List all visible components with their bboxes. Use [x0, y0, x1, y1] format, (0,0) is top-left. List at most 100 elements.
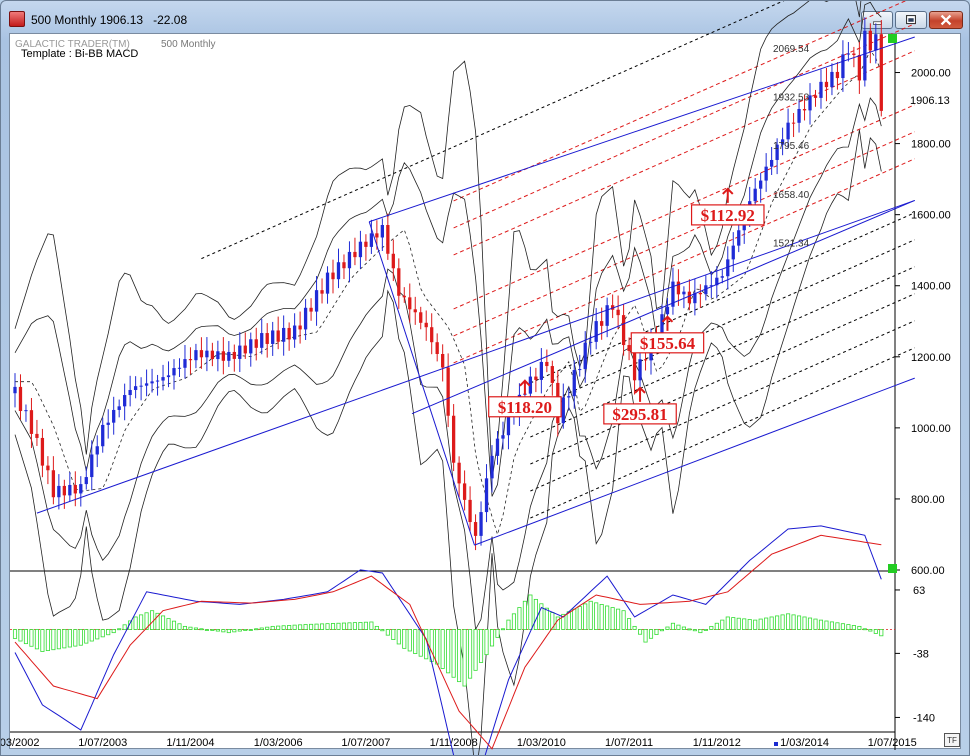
macd-histogram-bar [166, 618, 171, 630]
macd-histogram-bar [616, 608, 621, 630]
candle-body [375, 233, 379, 238]
candle-body [292, 325, 297, 340]
candle-body [473, 522, 478, 536]
macd-histogram-bar [23, 629, 29, 645]
candle-body [331, 272, 335, 280]
macd-histogram-bar [468, 629, 473, 679]
y-tick-label: 2000.00 [911, 68, 951, 80]
candle-body [567, 396, 571, 398]
macd-histogram-bar [34, 629, 39, 650]
macd-histogram-bar [862, 628, 867, 631]
candle-body [112, 409, 116, 423]
fan-line [453, 1, 907, 202]
macd-histogram-bar [12, 629, 18, 639]
macd-histogram-bar [363, 621, 368, 630]
macd-histogram-bar [336, 622, 341, 630]
candle-body [166, 375, 171, 378]
title-bar[interactable]: 500 Monthly 1906.13 -22.08 [1, 1, 969, 35]
candle-body [643, 359, 648, 361]
fan-line [530, 320, 915, 492]
macd-histogram-bar [709, 625, 714, 630]
macd-histogram-bar [292, 624, 297, 630]
maximize-button[interactable] [895, 11, 927, 29]
candle-body [35, 433, 39, 438]
annotation-box [603, 403, 677, 425]
candle-body [161, 377, 165, 381]
candle-body [298, 325, 302, 330]
candle-body [846, 53, 851, 55]
fan-line [453, 131, 915, 337]
fan-line [530, 347, 915, 519]
macd-histogram-bar [182, 625, 188, 630]
macd-histogram-bar [654, 629, 659, 635]
macd-histogram-bar [588, 600, 593, 630]
macd-histogram-bar [544, 607, 549, 630]
candle-body [726, 259, 730, 277]
candle-body [610, 305, 615, 310]
candle-body [775, 144, 779, 160]
bollinger-inner-lower [14, 97, 882, 631]
macd-histogram-bar [489, 629, 495, 647]
macd-histogram-bar [309, 623, 314, 630]
panel-resize-handle-bottom[interactable] [888, 564, 897, 573]
chart-app-icon[interactable] [9, 11, 25, 27]
candle-body [117, 406, 121, 410]
y-tick-label: 600.00 [911, 565, 945, 577]
macd-histogram-bar [314, 623, 319, 630]
candle-body [737, 230, 741, 246]
candle-body [720, 276, 724, 278]
candle-body [808, 95, 812, 111]
candle-body [764, 166, 768, 181]
macd-histogram-bar [188, 626, 193, 630]
macd-histogram-bar [84, 629, 89, 644]
candle-body [232, 351, 236, 359]
fan-line [530, 293, 915, 465]
macd-histogram-bar [868, 629, 873, 632]
candle-body [216, 351, 220, 360]
macd-histogram-bar [687, 628, 692, 631]
candle-body [249, 339, 253, 354]
candle-body [841, 54, 845, 79]
candle-body [621, 315, 626, 346]
timeframe-button[interactable]: TF [944, 733, 960, 747]
candle-body [572, 370, 576, 397]
candle-body [687, 291, 692, 304]
bollinger-outer-upper [14, 1, 862, 480]
macd-histogram-bar [29, 629, 34, 647]
macd-histogram-bar [522, 600, 527, 630]
candle-body [561, 397, 565, 424]
macd-histogram-bar [221, 629, 226, 633]
candle-body [462, 483, 467, 500]
candle-body [863, 30, 867, 81]
macd-histogram-bar [407, 629, 412, 652]
macd-histogram-bar [681, 626, 686, 630]
candle-body [260, 333, 264, 348]
candle-body [830, 71, 834, 88]
panel-resize-handle-top[interactable] [888, 34, 897, 43]
macd-histogram-bar [818, 619, 824, 630]
macd-histogram-bar [725, 616, 730, 630]
candle-body [221, 351, 225, 361]
candle-body [852, 53, 856, 55]
candle-body [539, 361, 543, 380]
macd-histogram-bar [303, 624, 308, 630]
candle-body [155, 380, 160, 382]
macd-histogram-bar [500, 628, 506, 631]
macd-histogram-bar [539, 603, 544, 630]
candle-body [424, 322, 428, 328]
macd-histogram-bar [106, 629, 111, 636]
macd-histogram-bar [380, 629, 385, 632]
close-button[interactable] [929, 11, 963, 29]
candle-body [29, 410, 34, 434]
annotation-box [488, 396, 562, 418]
annotation-box [690, 204, 765, 226]
candle-body [446, 367, 450, 416]
candle-body [813, 95, 818, 98]
macd-histogram-bar [369, 621, 374, 630]
annotation-arrow [661, 315, 674, 331]
candle-body [243, 345, 247, 354]
channel-level-label: 1932.53 [773, 93, 810, 104]
candle-body [150, 381, 154, 384]
